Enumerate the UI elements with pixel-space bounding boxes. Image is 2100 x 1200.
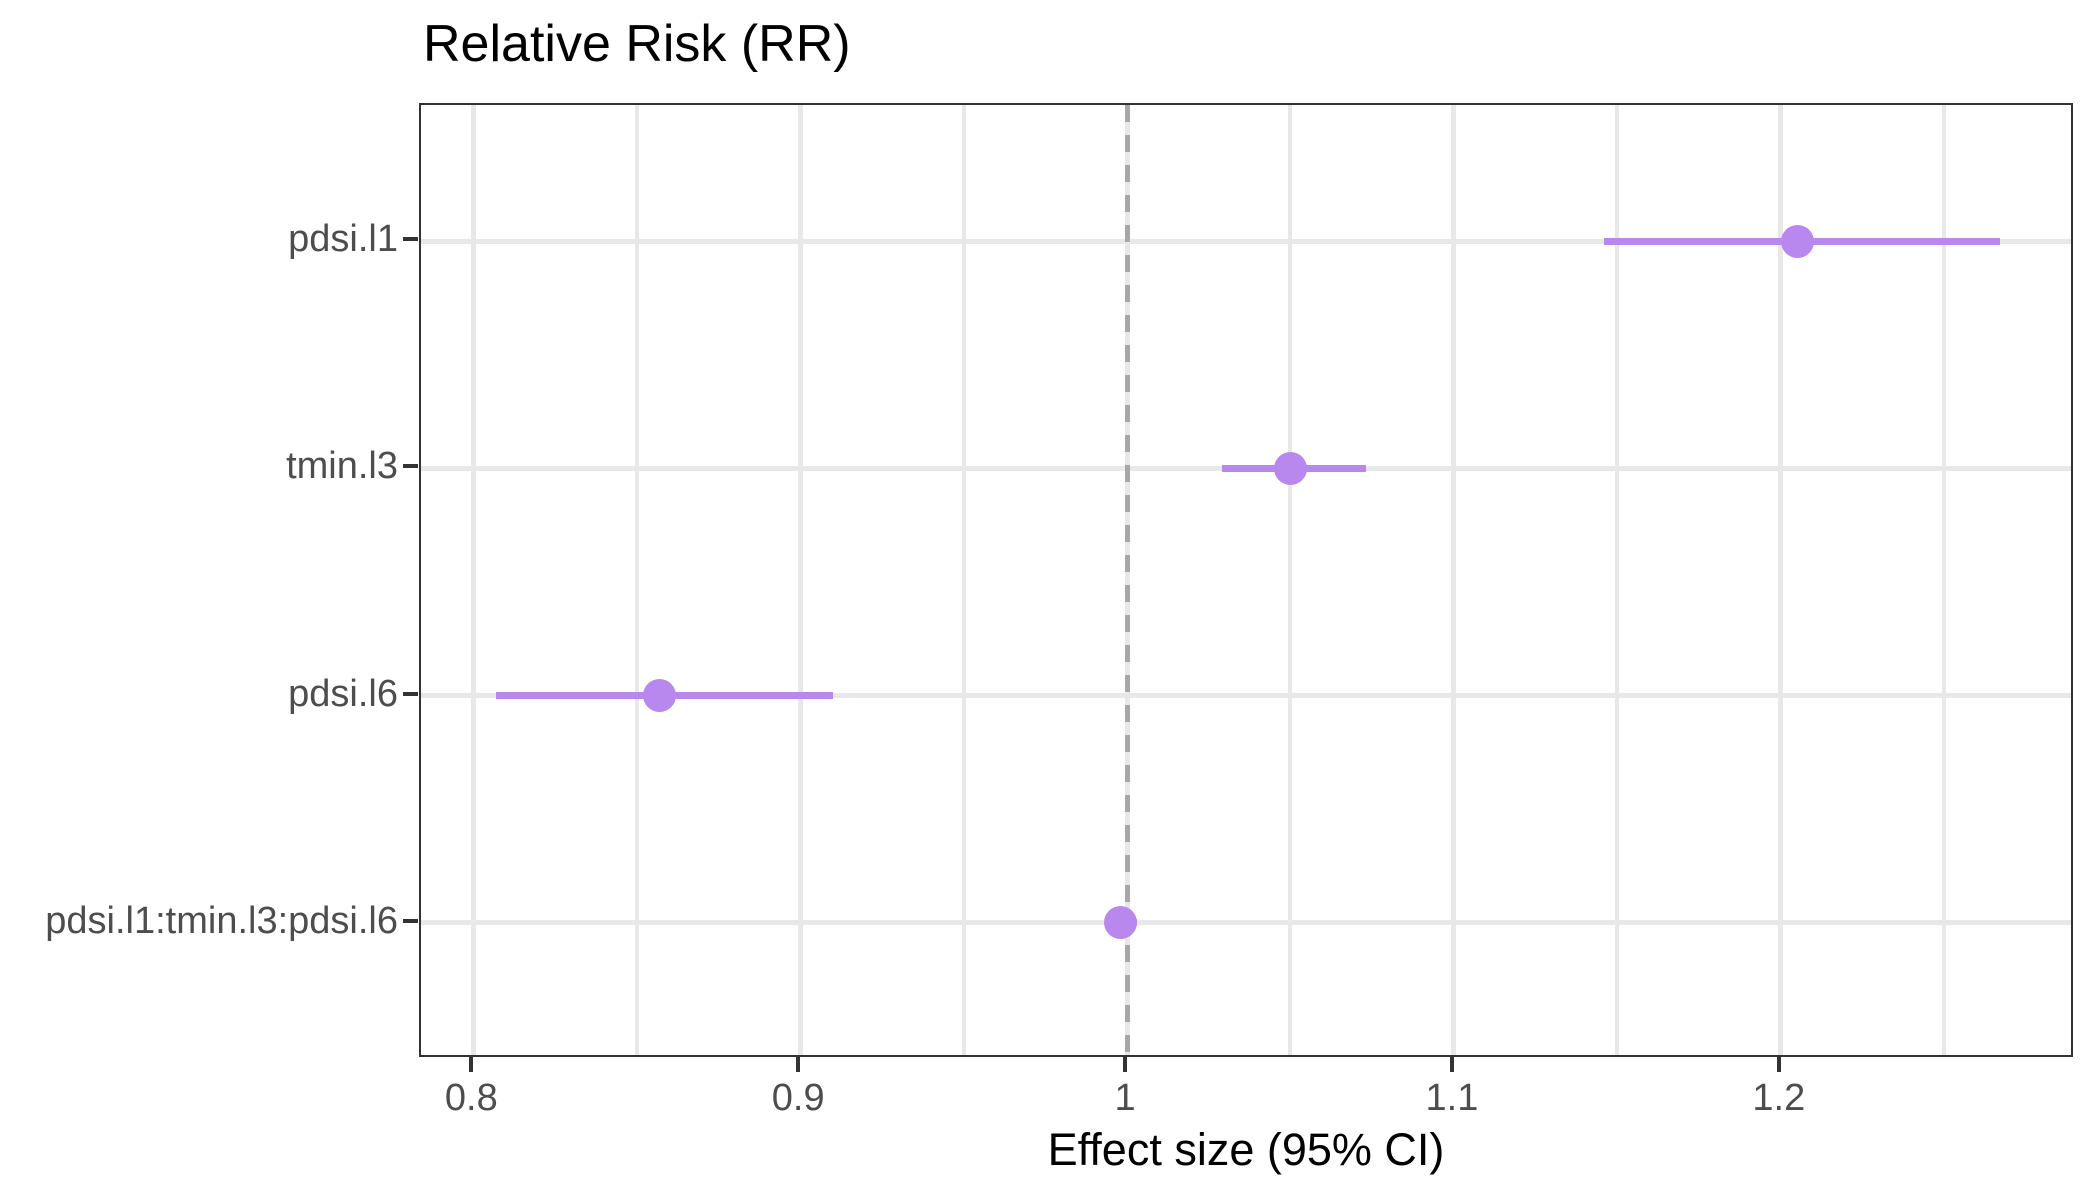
x-tick-label: 0.8 (444, 1077, 498, 1119)
x-tick-0.8 (469, 1057, 474, 1072)
major-gridline-y-3 (421, 693, 2071, 699)
point-pdsi.l1:tmin.l3:pdsi.l6 (1104, 906, 1138, 940)
y-tick-label: tmin.l3 (286, 445, 398, 488)
point-pdsi.l6 (643, 679, 677, 713)
x-tick-1.1 (1449, 1057, 1454, 1072)
point-pdsi.l1 (1780, 224, 1814, 258)
minor-gridline-x-1.15 (1615, 105, 1620, 1055)
x-tick-1.2 (1776, 1057, 1781, 1072)
chart-title: Relative Risk (RR) (423, 15, 851, 73)
x-tick-label: 1.1 (1425, 1077, 1479, 1119)
major-gridline-x-0.9 (797, 105, 803, 1055)
minor-gridline-x-1.05 (1288, 105, 1293, 1055)
minor-gridline-x-0.85 (634, 105, 639, 1055)
reference-line (1124, 105, 1130, 1055)
major-gridline-x-1.2 (1778, 105, 1784, 1055)
x-axis-title: Effect size (95% CI) (1047, 1124, 1445, 1175)
major-gridline-x-1.1 (1451, 105, 1457, 1055)
minor-gridline-x-0.95 (961, 105, 966, 1055)
y-tick-pdsi.l1:tmin.l3:pdsi.l6 (403, 918, 418, 923)
plot-panel (419, 103, 2073, 1057)
y-tick-tmin.l3 (403, 464, 418, 469)
x-tick-label: 0.9 (771, 1077, 825, 1119)
point-tmin.l3 (1273, 451, 1307, 485)
x-tick-label: 1.2 (1752, 1077, 1806, 1119)
major-gridline-x-0.8 (470, 105, 476, 1055)
minor-gridline-x-1.25 (1942, 105, 1947, 1055)
y-tick-label: pdsi.l6 (288, 672, 398, 715)
y-tick-pdsi.l1 (403, 237, 418, 242)
major-gridline-y-4 (421, 920, 2071, 926)
major-gridline-y-1 (421, 238, 2071, 244)
x-tick-0.9 (796, 1057, 801, 1072)
y-tick-pdsi.l6 (403, 691, 418, 696)
y-tick-label: pdsi.l1:tmin.l3:pdsi.l6 (45, 899, 398, 942)
y-tick-label: pdsi.l1 (288, 218, 398, 261)
x-tick-1 (1123, 1057, 1128, 1072)
x-tick-label: 1 (1114, 1077, 1136, 1119)
